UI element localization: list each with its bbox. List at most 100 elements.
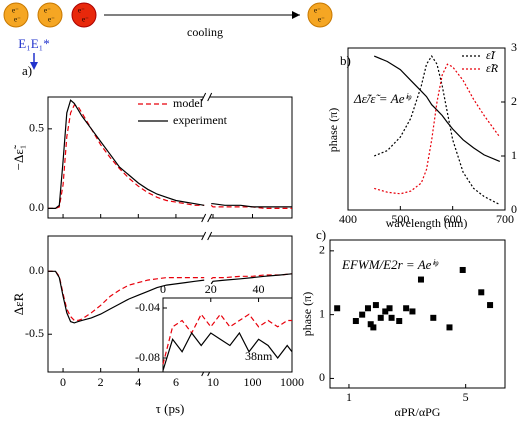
legend-label: experiment [173,113,228,127]
panel-label: b) [340,53,351,68]
x-tick-label: 1000 [280,375,304,389]
series-line [374,63,501,195]
axis-break [201,92,207,102]
particle [71,2,97,28]
annotation: Δε̃/ε̃ = Aeⁱᵠ [353,91,412,106]
series-line [373,54,501,206]
axis-break [207,213,213,223]
point [430,314,437,321]
point [396,318,403,325]
point [377,314,384,321]
point [367,321,374,328]
x-tick-label: 2 [98,375,104,389]
plot-frame [162,297,293,373]
y-tick-label: 0.0 [29,263,44,277]
electron-label: e⁻ [12,7,19,15]
panel-label: a) [22,63,32,78]
probe-label: E₁E₁* [18,36,49,51]
y2-tick-label: 0 [511,202,517,216]
x-tick-label: 1 [346,390,352,404]
plot-frame [47,96,293,219]
process-label: cooling [187,25,223,39]
schematic: e⁻ e⁻ e⁻ e⁻ e⁻ e⁻ e⁻ e⁻ cooling E₁E₁* [3,2,333,70]
series-line [48,270,293,324]
point [417,276,424,283]
axis-break [203,95,210,99]
electron-label: e⁻ [48,16,55,24]
point [478,289,485,296]
point [352,318,359,325]
x-tick-label: 0 [60,375,66,389]
y-tick-label: 2 [319,243,325,257]
x-tick-label: 500 [391,212,409,226]
y-axis-label: −Δε̃₁ [11,144,26,170]
point [403,305,410,312]
axis-break [201,213,207,223]
point [459,266,466,273]
x-tick-label: 600 [444,212,462,226]
y-tick-label: 1 [319,306,325,320]
annotation: EFWM/E2r = Aeⁱᵠ [341,257,439,272]
plot-frame [329,239,506,389]
point [334,305,341,312]
x-axis-label: αPR/αPG [395,405,441,419]
point [359,311,366,318]
series-line [48,104,292,209]
series-line [162,331,293,371]
y2-tick-label: 2 [511,94,517,108]
x-tick-label: 100 [243,375,261,389]
axis-break [207,92,213,102]
axis-break [201,231,207,241]
point [382,308,389,315]
electron-label: e⁻ [318,16,325,24]
y2-tick-label: 3 [511,40,517,54]
point [409,308,416,315]
series-line [373,55,501,162]
x-tick-label: 5 [463,390,469,404]
point [364,305,371,312]
electron-label: e⁻ [44,7,51,15]
y-tick-label: -0.5 [25,326,44,340]
y2-tick-label: 1 [511,148,517,162]
inset-background [163,298,292,372]
panel-label: c) [316,227,326,242]
y-axis-label: phase (π) [326,108,340,152]
point [370,324,377,331]
point [372,302,379,309]
x-tick-label: 700 [496,212,514,226]
y-tick-label: 0.5 [29,121,44,135]
x-tick-label: 0 [160,282,166,296]
point [487,302,494,309]
electron-label: e⁻ [78,7,85,15]
arrow-head [30,62,38,70]
y-axis-label: Δε̃R [11,292,26,315]
particle [307,2,333,28]
x-tick-label: 6 [173,375,179,389]
x-tick-label: 4 [135,375,141,389]
y-tick-label: 0 [319,370,325,384]
x-tick-label: 400 [339,212,357,226]
axis-break [203,234,210,238]
y-axis-label: phase (π) [300,292,314,336]
axis-break [203,216,210,220]
y-tick-label: 0.0 [29,200,44,214]
y-tick-label: -0.08 [135,350,160,364]
electron-label: e⁻ [314,7,321,15]
point [388,314,395,321]
legend-label: ε̃R [486,61,499,75]
x-tick-label: 10 [207,375,219,389]
point [446,324,453,331]
x-tick-label: 20 [205,282,217,296]
annotation: 38nm [245,349,273,363]
series-line [48,99,292,209]
x-axis-label: τ (ps) [156,401,185,416]
arrow-head [292,11,300,19]
y-tick-label: -0.04 [135,300,160,314]
legend-label: ε̃I [486,48,496,62]
particle [37,2,63,28]
electron-label: e⁻ [14,16,21,24]
x-axis-label: wavelength (nm) [386,216,468,230]
plot-frame [347,47,506,211]
axis-break [207,231,213,241]
